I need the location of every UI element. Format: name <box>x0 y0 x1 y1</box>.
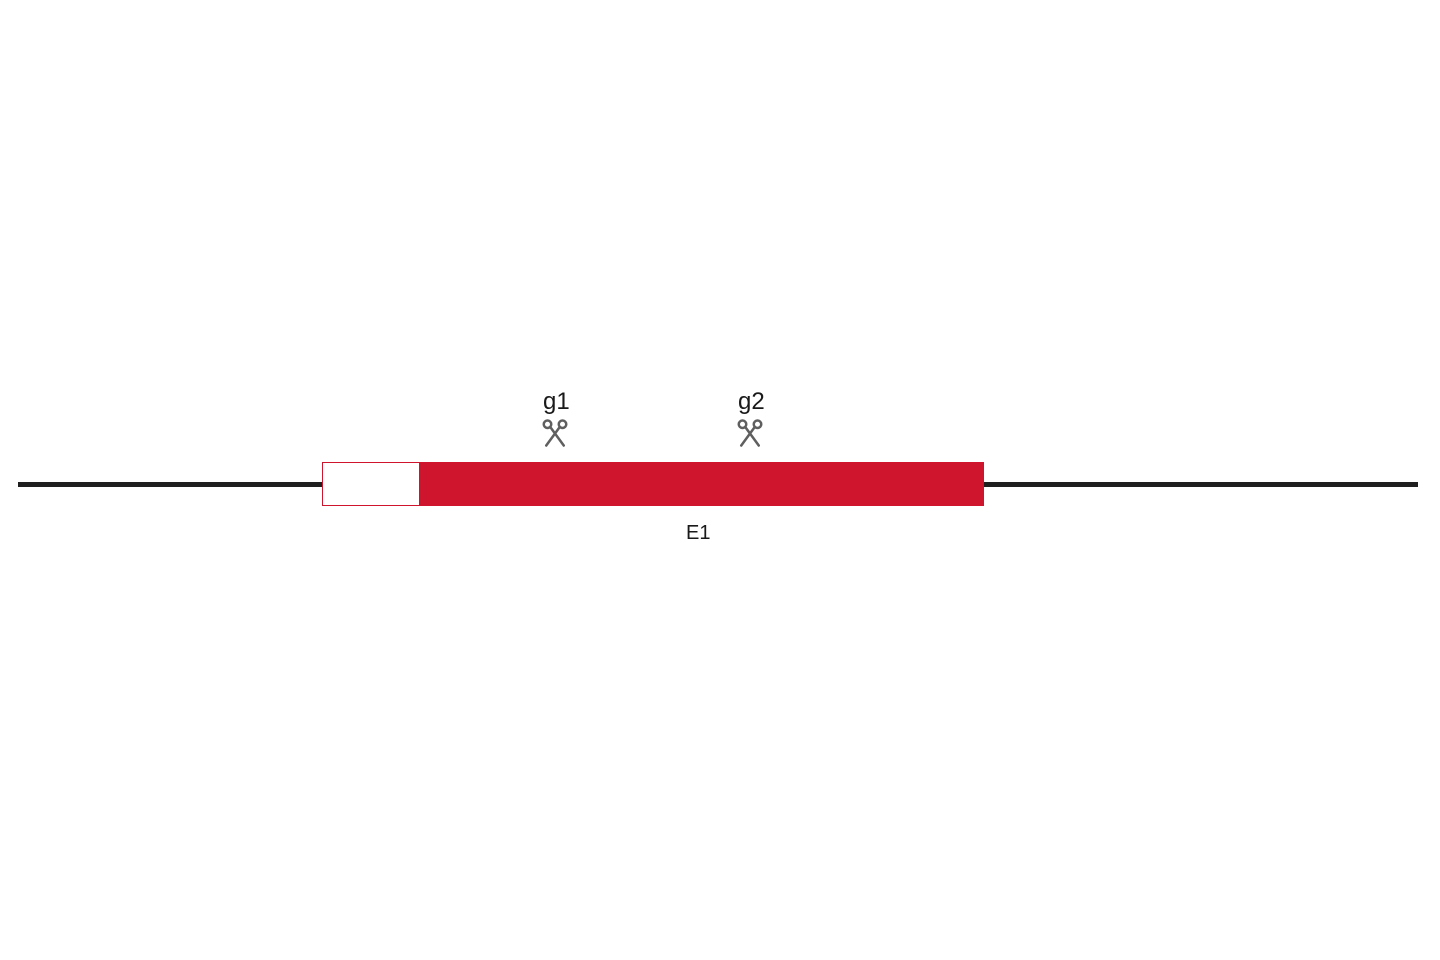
guide-label-g1: g1 <box>543 388 570 416</box>
scissors-svg <box>735 418 765 448</box>
intron-line-right <box>984 482 1418 487</box>
scissors-svg <box>540 418 570 448</box>
scissors-icon <box>540 418 570 448</box>
exon-cds-box <box>420 462 984 506</box>
scissors-icon <box>735 418 765 448</box>
exon-label: E1 <box>686 522 710 545</box>
intron-line-left <box>18 482 322 487</box>
guide-label-g2: g2 <box>738 388 765 416</box>
gene-diagram: E1 g1 g2 <box>0 0 1440 960</box>
exon-utr-box <box>322 462 420 506</box>
